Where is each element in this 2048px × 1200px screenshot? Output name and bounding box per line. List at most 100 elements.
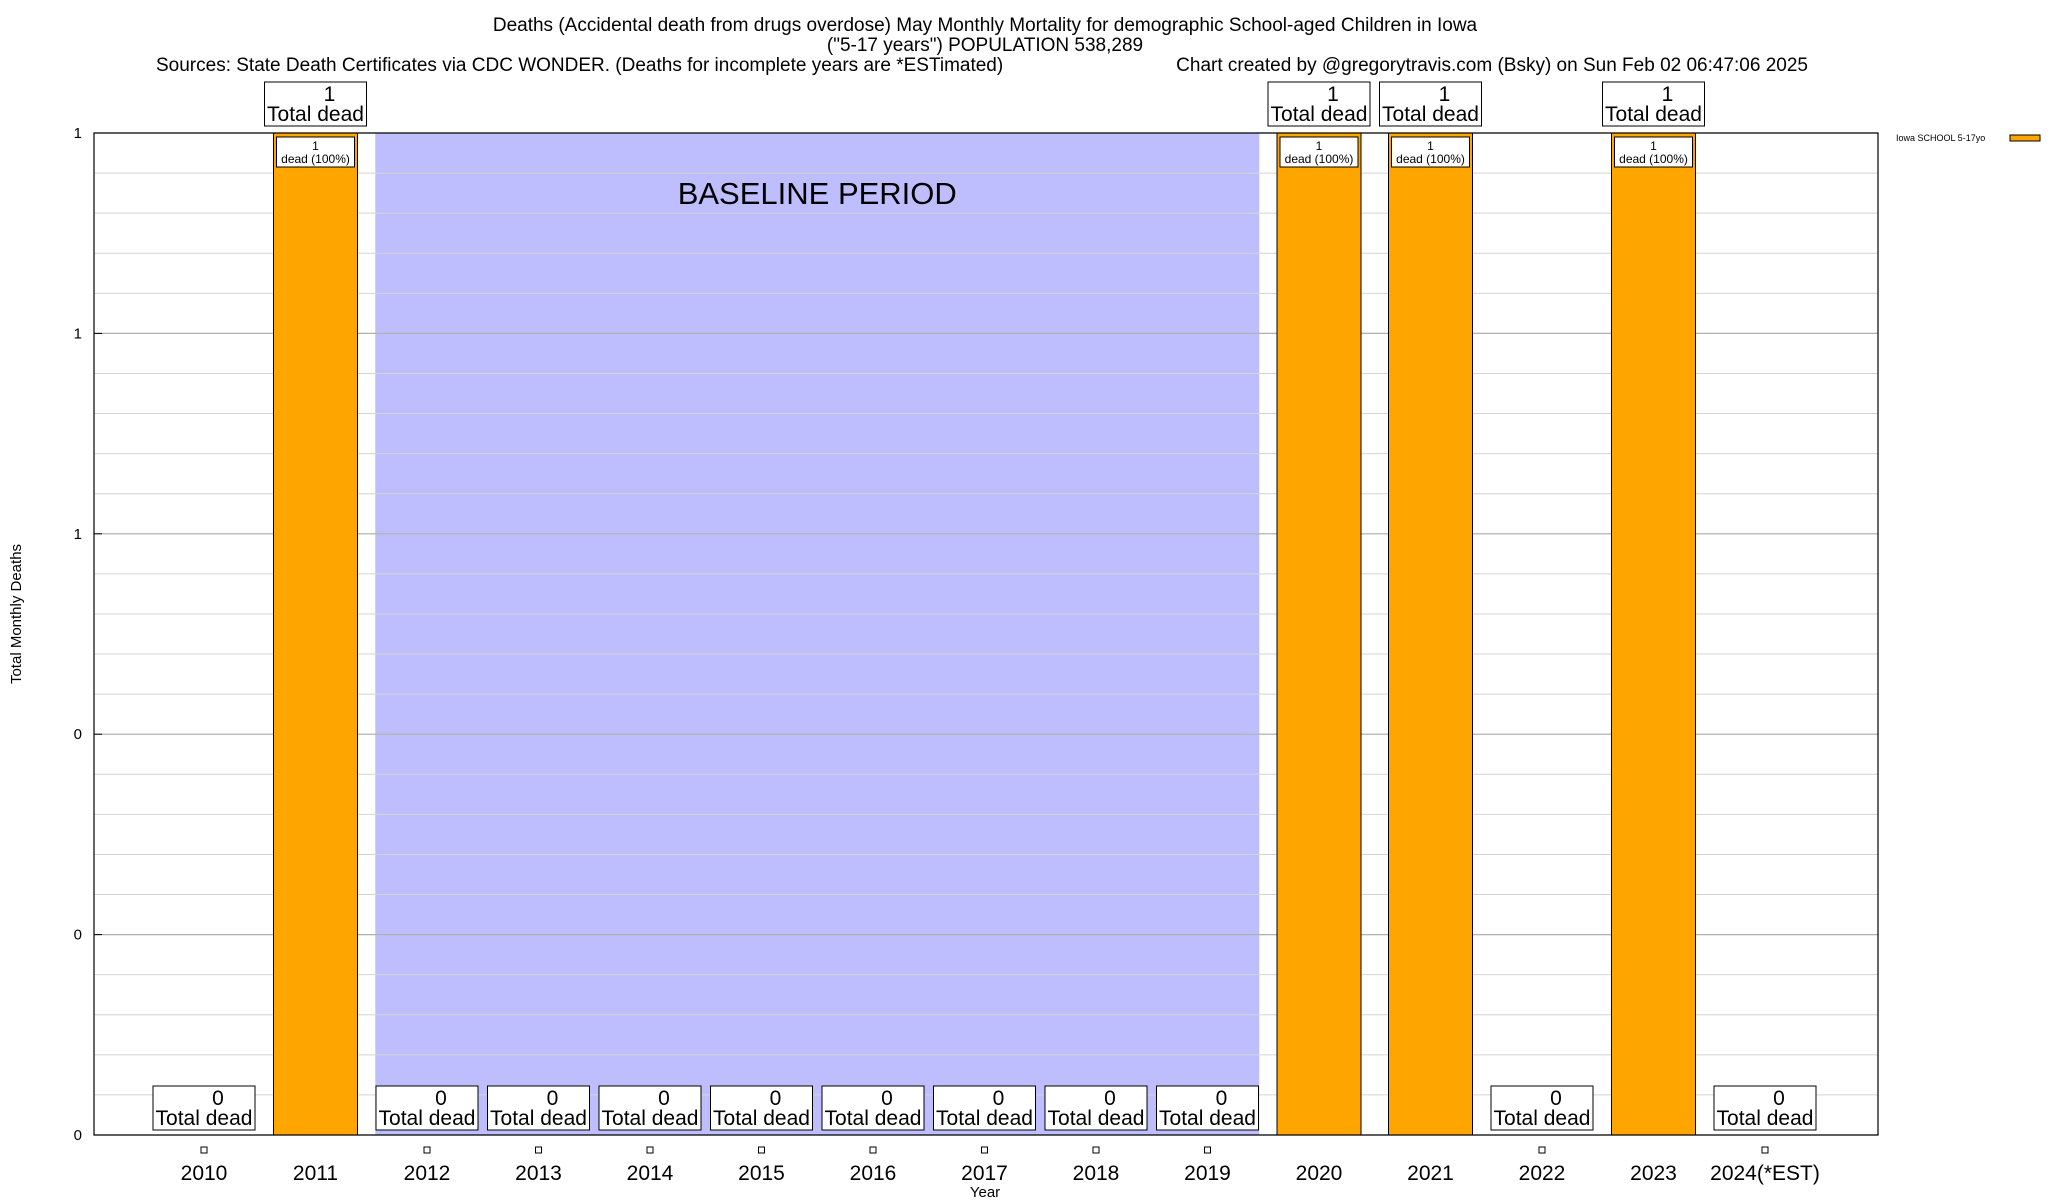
total-dead-text: Total dead bbox=[713, 1107, 810, 1130]
x-tick-label: 2013 bbox=[515, 1162, 562, 1185]
total-dead-text: Total dead bbox=[1382, 103, 1479, 126]
bars bbox=[200, 132, 1769, 1154]
total-dead-value: 0 bbox=[547, 1087, 559, 1110]
total-dead-value: 1 bbox=[1439, 83, 1451, 106]
bar-inner-value: 1 bbox=[1650, 139, 1657, 153]
total-dead-box bbox=[1156, 1085, 1259, 1131]
x-tick-label: 2011 bbox=[293, 1162, 338, 1185]
bar-inner-text: dead (100%) bbox=[281, 152, 350, 166]
total-dead-text: Total dead bbox=[1159, 1107, 1256, 1130]
y-tick-label: 0 bbox=[74, 927, 82, 944]
x-tick-label: 2016 bbox=[850, 1162, 897, 1185]
y-tick-label: 0 bbox=[74, 726, 82, 743]
plot-background: BASELINE PERIOD bbox=[375, 133, 1260, 1135]
zero-marker bbox=[869, 1146, 877, 1154]
total-dead-box bbox=[933, 1085, 1036, 1131]
total-dead-text: Total dead bbox=[602, 1107, 699, 1130]
total-dead-text: Total dead bbox=[379, 1107, 476, 1130]
total-dead-value: 1 bbox=[1662, 83, 1674, 106]
zero-marker bbox=[423, 1146, 431, 1154]
total-dead-box bbox=[1713, 1085, 1817, 1131]
y-tick-label: 1 bbox=[74, 125, 82, 142]
total-dead-box bbox=[821, 1085, 925, 1131]
total-dead-text: Total dead bbox=[1271, 103, 1368, 126]
x-tick-label: 2012 bbox=[404, 1162, 451, 1185]
x-tick-label: 2015 bbox=[738, 1162, 785, 1185]
total-dead-value: 0 bbox=[1104, 1087, 1116, 1110]
y-tick-label: 1 bbox=[74, 526, 82, 543]
zero-marker bbox=[200, 1146, 208, 1154]
bar bbox=[1611, 132, 1696, 1136]
legend: Iowa SCHOOL 5-17yo bbox=[1896, 133, 2041, 143]
chart-sources: Sources: State Death Certificates via CD… bbox=[156, 55, 1003, 76]
bar-inner-text: dead (100%) bbox=[1285, 152, 1354, 166]
zero-marker bbox=[1092, 1146, 1100, 1154]
plot-border bbox=[93, 132, 1879, 1136]
zero-marker bbox=[1538, 1146, 1546, 1154]
bar-inner-box bbox=[1279, 136, 1359, 168]
x-tick-label: 2017 bbox=[961, 1162, 1008, 1185]
total-dead-value: 1 bbox=[1327, 83, 1339, 106]
total-dead-value: 1 bbox=[324, 83, 336, 106]
total-dead-box bbox=[1379, 81, 1482, 127]
zero-marker bbox=[646, 1146, 654, 1154]
total-dead-value: 0 bbox=[993, 1087, 1005, 1110]
total-dead-box bbox=[1490, 1085, 1594, 1131]
total-dead-text: Total dead bbox=[1717, 1107, 1814, 1130]
zero-marker bbox=[981, 1146, 988, 1154]
bar-inner-text: dead (100%) bbox=[1396, 152, 1465, 166]
plot-frame bbox=[93, 132, 1879, 1136]
axes: Total Monthly Deaths Year 0 0 0 1 1 1 2010 2011… bbox=[8, 125, 1820, 1200]
total-dead-value: 0 bbox=[881, 1087, 893, 1110]
y-axis-label: Total Monthly Deaths bbox=[8, 544, 25, 684]
total-dead-value: 0 bbox=[1550, 1087, 1562, 1110]
bar-inner-value: 1 bbox=[312, 139, 319, 153]
bar-inner-box bbox=[1614, 136, 1693, 168]
bar-inner-text: dead (100%) bbox=[1619, 152, 1688, 166]
total-dead-value: 0 bbox=[658, 1087, 670, 1110]
total-dead-box bbox=[1267, 81, 1371, 127]
total-dead-box bbox=[710, 1085, 813, 1131]
zero-marker bbox=[758, 1146, 765, 1154]
bar bbox=[1276, 132, 1362, 1136]
zero-marker bbox=[1204, 1146, 1211, 1154]
y-tick-label: 0 bbox=[74, 1127, 82, 1144]
chart-title: Deaths (Accidental death from drugs over… bbox=[493, 15, 1478, 36]
total-dead-box bbox=[487, 1085, 590, 1131]
baseline-period-label: BASELINE PERIOD bbox=[678, 176, 957, 211]
x-tick-label: 2021 bbox=[1407, 1162, 1454, 1185]
total-dead-value: 0 bbox=[435, 1087, 447, 1110]
y-tick-label: 1 bbox=[74, 325, 82, 342]
bar bbox=[273, 132, 358, 1136]
bar-inner-box bbox=[1391, 136, 1470, 168]
x-tick-label: 2014 bbox=[627, 1162, 674, 1185]
x-tick-label: 2018 bbox=[1073, 1162, 1120, 1185]
total-dead-text: Total dead bbox=[1605, 103, 1702, 126]
zero-marker bbox=[535, 1146, 542, 1154]
x-tick-label: 2022 bbox=[1519, 1162, 1566, 1185]
x-axis-label: Year bbox=[970, 1184, 1000, 1200]
legend-entry-label: Iowa SCHOOL 5-17yo bbox=[1896, 133, 1985, 143]
chart-credit: Chart created by @gregorytravis.com (Bsk… bbox=[1176, 55, 1808, 76]
total-dead-text: Total dead bbox=[1048, 1107, 1145, 1130]
bar-inner-box bbox=[276, 136, 355, 168]
x-tick-label: 2020 bbox=[1296, 1162, 1343, 1185]
total-dead-box bbox=[375, 1085, 479, 1131]
total-dead-value: 0 bbox=[770, 1087, 782, 1110]
total-dead-box bbox=[264, 81, 367, 127]
total-dead-text: Total dead bbox=[267, 103, 364, 126]
total-dead-text: Total dead bbox=[490, 1107, 587, 1130]
